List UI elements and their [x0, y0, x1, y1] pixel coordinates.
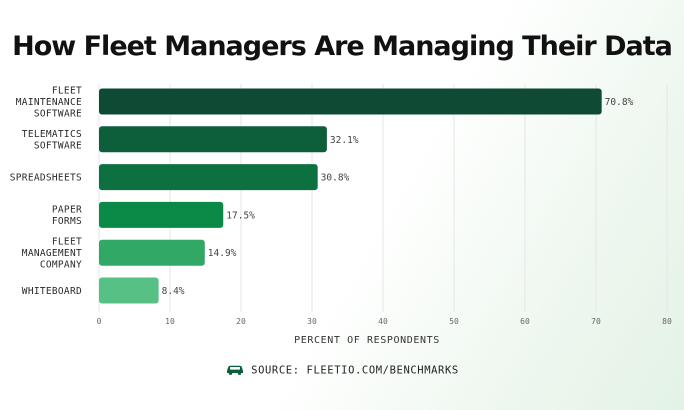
- bar: [99, 239, 205, 266]
- x-tick-label: 0: [97, 317, 102, 326]
- source-line: SOURCE: FLEETIO.COM/BENCHMARKS: [0, 363, 684, 378]
- bar: [99, 88, 602, 115]
- x-tick-label: 70: [591, 317, 601, 326]
- x-axis-label: PERCENT OF RESPONDENTS: [294, 335, 440, 346]
- category-label: FLEET MANAGEMENT COMPANY: [22, 237, 82, 271]
- bar: [99, 126, 327, 153]
- category-label-line: TELEMATICS: [22, 129, 82, 140]
- bar-value-label: 70.8%: [605, 97, 634, 108]
- bar-value-label: 17.5%: [226, 210, 255, 221]
- source-text: SOURCE: FLEETIO.COM/BENCHMARKS: [251, 364, 459, 377]
- bar: [99, 201, 224, 228]
- x-tick-label: 10: [165, 317, 175, 326]
- category-label-line: WHITEBOARD: [22, 286, 82, 297]
- x-tick-label: 40: [378, 317, 388, 326]
- bar: [99, 164, 318, 191]
- category-label-line: SPREADSHEETS: [10, 173, 82, 184]
- category-label-line: PAPER: [52, 205, 82, 216]
- car-icon: [225, 363, 245, 378]
- category-label-line: COMPANY: [40, 260, 82, 271]
- x-tick-label: 20: [236, 317, 246, 326]
- category-label: SPREADSHEETS: [10, 173, 82, 184]
- bar-value-label: 30.8%: [321, 173, 350, 184]
- bar-value-label: 32.1%: [330, 135, 359, 146]
- bar-value-label: 8.4%: [162, 286, 185, 297]
- category-label: PAPER FORMS: [52, 205, 82, 228]
- category-label-line: SOFTWARE: [34, 141, 82, 152]
- chart-title: How Fleet Managers Are Managing Their Da…: [12, 31, 673, 62]
- category-label-line: FLEET: [52, 86, 82, 97]
- category-label-line: SOFTWARE: [34, 109, 82, 120]
- category-label-line: MAINTENANCE: [16, 97, 82, 108]
- x-tick-label: 60: [520, 317, 530, 326]
- bar: [99, 277, 159, 304]
- category-label-line: FLEET: [52, 237, 82, 248]
- x-tick-label: 80: [662, 317, 672, 326]
- category-label-line: FORMS: [52, 216, 82, 227]
- category-label: TELEMATICS SOFTWARE: [22, 129, 82, 152]
- category-label: FLEET MAINTENANCE SOFTWARE: [16, 86, 82, 120]
- bar-value-label: 14.9%: [208, 248, 237, 259]
- category-label-line: MANAGEMENT: [22, 248, 82, 259]
- x-tick-label: 30: [307, 317, 317, 326]
- x-tick-label: 50: [449, 317, 459, 326]
- category-label: WHITEBOARD: [22, 286, 82, 297]
